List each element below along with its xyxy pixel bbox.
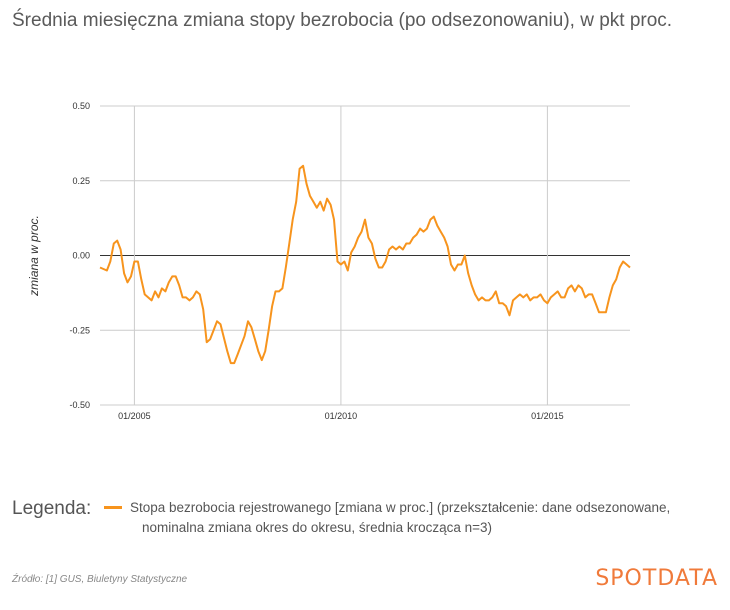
x-tick-label: 01/2015 <box>531 411 564 421</box>
x-axis: 01/2005 01/2010 01/2015 <box>118 411 564 421</box>
legend-entry-line-2: nominalna zmiana okres do okresu, średni… <box>142 520 493 535</box>
series-line[interactable] <box>99 164 631 365</box>
y-tick-label: 0.25 <box>72 176 90 186</box>
legend-swatch <box>104 506 122 509</box>
x-tick-label: 01/2010 <box>325 411 358 421</box>
y-tick-label: 0.00 <box>72 251 90 261</box>
chart-grid <box>100 105 630 406</box>
y-tick-label: -0.25 <box>69 325 90 335</box>
legend-entry-line-1: Stopa bezrobocia rejestrowanego [zmiana … <box>130 500 671 515</box>
plot-area <box>99 164 631 365</box>
legend-title: Legenda: <box>12 498 92 519</box>
legend: Legenda: Stopa bezrobocia rejestrowanego… <box>12 494 718 544</box>
x-tick-label: 01/2005 <box>118 411 151 421</box>
y-axis-label: zmiana w proc. <box>27 215 41 297</box>
y-tick-label: -0.50 <box>69 400 90 410</box>
source-note: Źródło: [1] GUS, Biuletyny Statystyczne <box>12 574 188 585</box>
line-chart: 01/2005 01/2010 01/2015 0.50 0.25 0.00 -0.25 -… <box>27 101 631 421</box>
legend-entry[interactable]: Stopa bezrobocia rejestrowanego [zmiana … <box>130 498 730 538</box>
y-tick-label: 0.50 <box>72 101 90 111</box>
brand-logo[interactable]: SPOTDATA <box>595 566 718 591</box>
y-axis: 0.50 0.25 0.00 -0.25 -0.50 <box>69 101 90 410</box>
chart-title: Średnia miesięczna zmiana stopy bezroboc… <box>12 10 673 31</box>
